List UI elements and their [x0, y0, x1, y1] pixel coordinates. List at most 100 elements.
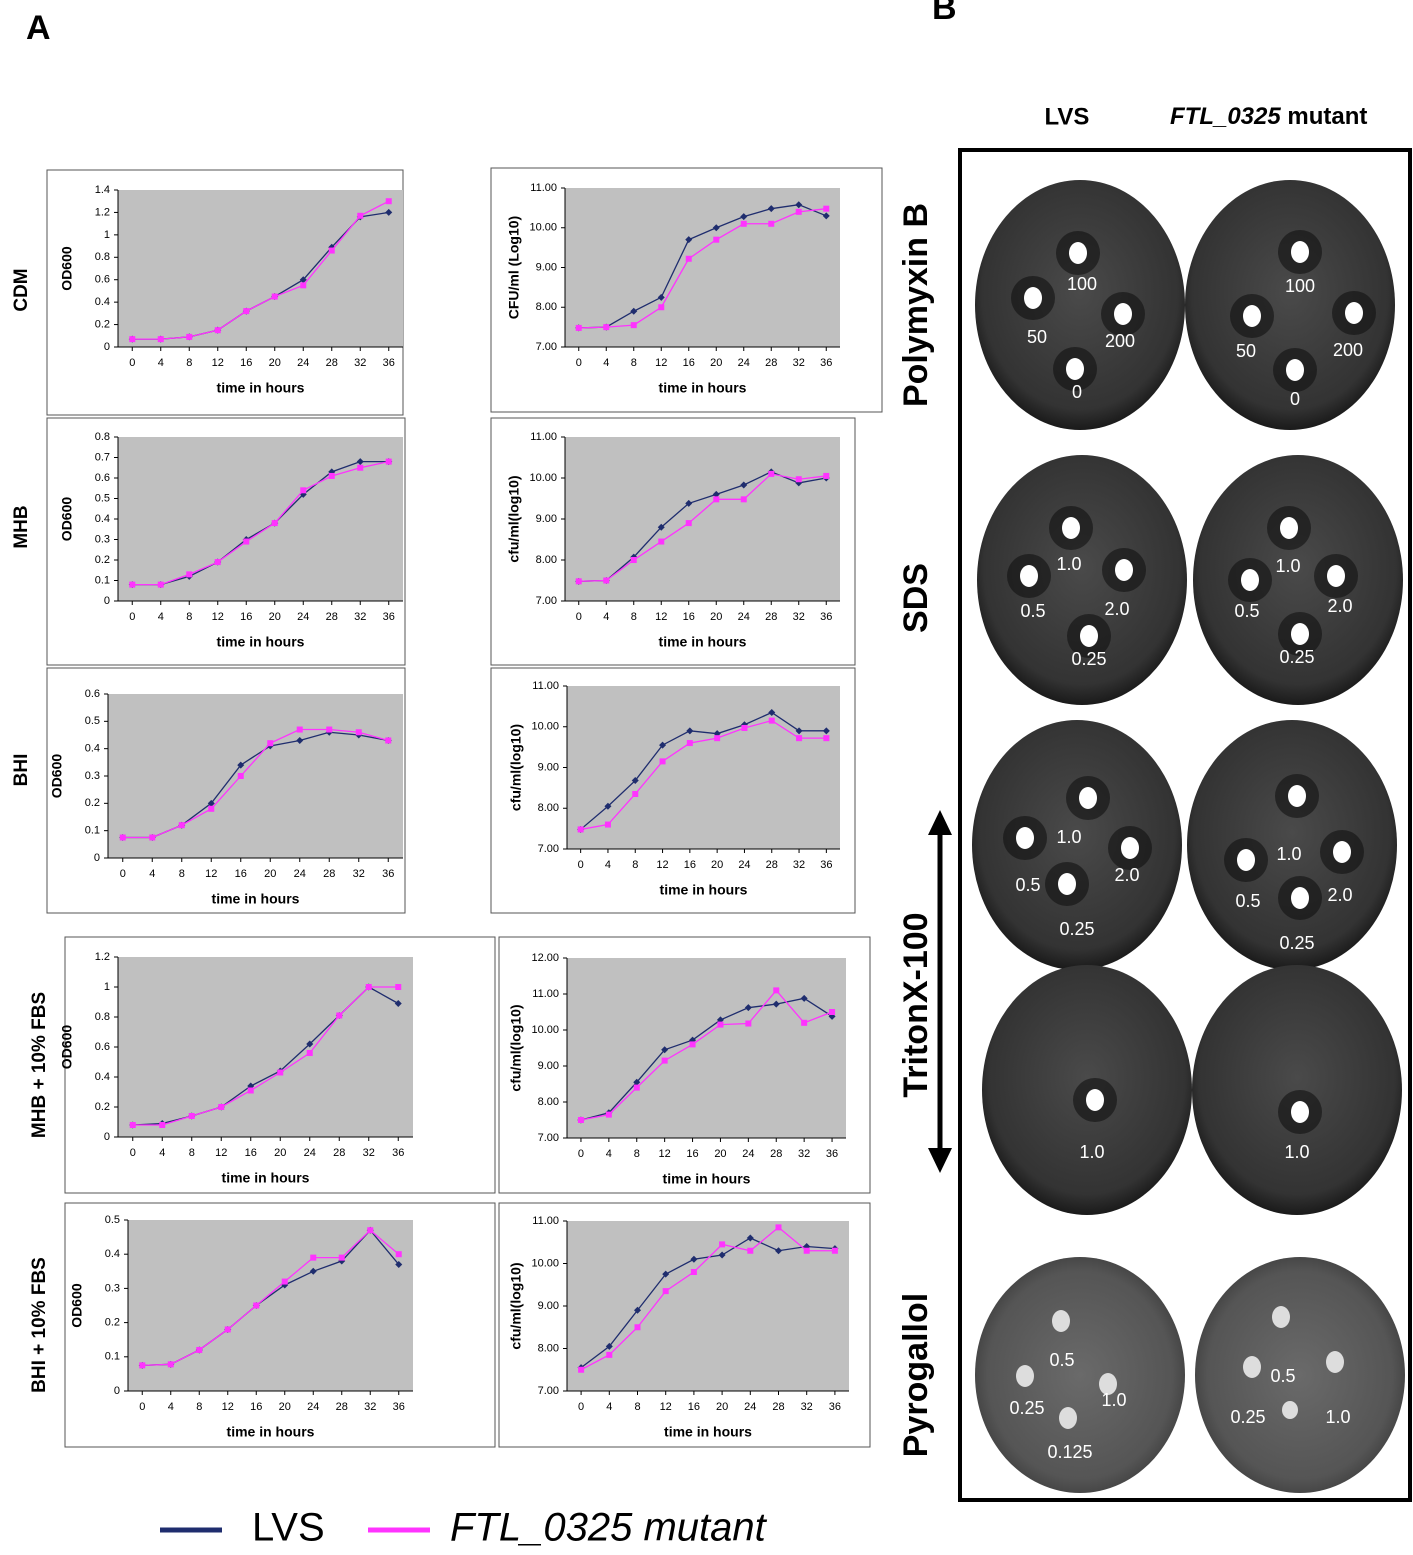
- point: [309, 1267, 317, 1275]
- well: [1291, 887, 1309, 909]
- y-tick-label: 0.5: [105, 1214, 120, 1226]
- x-tick-label: 0: [130, 1147, 136, 1159]
- x-axis-label: time in hours: [659, 634, 747, 650]
- x-tick-label: 24: [307, 1401, 319, 1413]
- y-tick-label: 10.00: [531, 1024, 559, 1036]
- column-header: LVS: [1045, 103, 1090, 130]
- x-tick-label: 32: [798, 1148, 810, 1160]
- y-axis-label: cfu/ml(log10): [508, 1262, 524, 1349]
- point: [746, 1234, 754, 1242]
- point: [167, 1361, 174, 1368]
- panel-b-frame: [958, 148, 1412, 1502]
- point: [796, 735, 803, 742]
- y-tick-label: 0.4: [85, 743, 100, 755]
- well: [1099, 1373, 1117, 1395]
- x-axis-label: time in hours: [222, 1170, 310, 1186]
- point: [367, 1227, 374, 1234]
- point: [631, 777, 639, 785]
- line-chart: 0 0.1 0.2 0.3 0.4 0.5 0.6 0 4 8 12 16 20 24 28 32 36 time…: [46, 667, 406, 914]
- well-label: 100: [1285, 276, 1315, 296]
- line-chart: 0 0.2 0.4 0.6 0.8 1 1.2 0 4 8 12 16 20 24 28 32 36 time i…: [59, 936, 496, 1194]
- point: [394, 1000, 402, 1007]
- x-tick-label: 20: [274, 1147, 286, 1159]
- y-tick-label: 0.2: [95, 318, 110, 330]
- point: [747, 1247, 754, 1254]
- series-line: [580, 1226, 835, 1371]
- line-chart: 7.00 8.00 9.00 10.00 11.00 12.00 0 4 8 12 16 20 24 28…: [498, 936, 871, 1194]
- y-tick-label: 1.2: [95, 206, 110, 218]
- y-tick-label: 10.00: [531, 721, 559, 733]
- point: [214, 327, 221, 334]
- column-suffix: mutant: [1287, 103, 1367, 130]
- well-label: 1.0: [1056, 827, 1081, 847]
- point: [299, 276, 307, 284]
- point: [712, 490, 720, 498]
- row-label: MHB + 10% FBS: [29, 992, 50, 1138]
- treatment-label: SDS: [897, 563, 935, 633]
- x-tick-label: 20: [714, 1148, 726, 1160]
- chart-frame: [498, 1202, 871, 1448]
- y-tick-label: 0: [104, 341, 110, 353]
- point: [310, 1254, 317, 1261]
- y-tick-label: 11.00: [530, 431, 557, 443]
- y-tick-label: 7.00: [538, 1132, 559, 1144]
- x-tick-label: 28: [765, 357, 777, 369]
- y-tick-label: 0.4: [95, 296, 110, 308]
- y-tick-label: 1.2: [95, 951, 110, 963]
- x-tick-label: 0: [129, 611, 135, 623]
- well-label: 1.0: [1325, 1407, 1350, 1427]
- x-tick-label: 32: [354, 357, 366, 369]
- point: [795, 208, 802, 215]
- point: [822, 727, 830, 735]
- x-tick-label: 28: [766, 859, 778, 871]
- point: [385, 208, 393, 216]
- point: [823, 472, 830, 479]
- point: [605, 1111, 612, 1118]
- legend-label: FTL_0325 mutant: [450, 1506, 768, 1550]
- y-tick-label: 0: [104, 595, 110, 607]
- well-label: 0.5: [1020, 601, 1045, 621]
- series-line: [578, 208, 827, 329]
- point: [633, 1084, 640, 1091]
- y-axis-label: OD600: [59, 497, 75, 542]
- well: [1241, 569, 1259, 591]
- x-tick-label: 24: [738, 611, 750, 623]
- point: [658, 304, 665, 311]
- x-axis-label: time in hours: [227, 1424, 315, 1440]
- well-label: 0.25: [1279, 933, 1314, 953]
- line-chart: 7.00 8.00 9.00 10.00 11.00 0 4 8 12 16 20 24 28 32 36 t…: [490, 167, 883, 413]
- point: [659, 741, 667, 749]
- point: [575, 578, 582, 585]
- well-label: 0.25: [1071, 649, 1106, 669]
- x-tick-label: 24: [304, 1147, 316, 1159]
- point: [768, 470, 775, 477]
- well: [1115, 559, 1133, 581]
- row-label: BHI + 10% FBS: [29, 1257, 50, 1393]
- well: [1333, 841, 1351, 863]
- well: [1016, 827, 1034, 849]
- y-tick-label: 1: [104, 229, 110, 241]
- point: [741, 724, 748, 731]
- chart-frame: [498, 936, 871, 1194]
- y-tick-label: 0.2: [85, 797, 100, 809]
- agar-plate: [1195, 1257, 1405, 1493]
- x-tick-label: 28: [772, 1401, 784, 1413]
- well-label: 1.0: [1284, 1142, 1309, 1162]
- agar-plate: [1185, 180, 1395, 430]
- point: [157, 336, 164, 343]
- series-line: [132, 200, 390, 340]
- well: [1058, 873, 1076, 895]
- y-tick-label: 0.1: [85, 825, 100, 837]
- point: [713, 496, 720, 503]
- well: [1345, 302, 1363, 324]
- x-tick-label: 20: [269, 611, 281, 623]
- x-tick-label: 4: [149, 868, 155, 880]
- y-tick-label: 0: [94, 852, 100, 864]
- x-tick-label: 36: [820, 357, 832, 369]
- x-axis-label: time in hours: [217, 634, 305, 650]
- well: [1282, 1401, 1298, 1419]
- well: [1286, 359, 1304, 381]
- well-label: 200: [1333, 340, 1363, 360]
- x-tick-label: 16: [250, 1401, 262, 1413]
- y-tick-label: 0.6: [95, 274, 110, 286]
